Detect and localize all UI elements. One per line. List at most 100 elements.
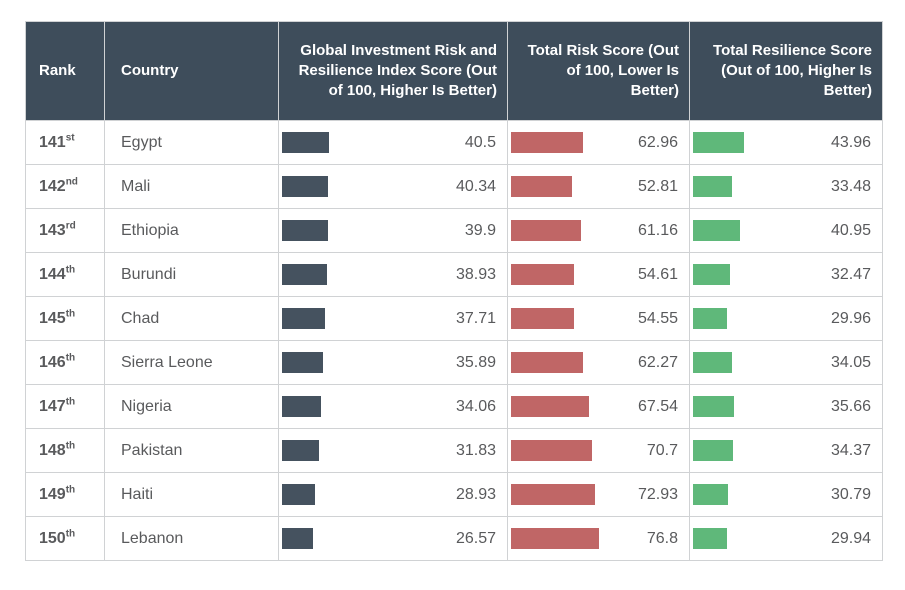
- resilience-score-value: 32.47: [830, 265, 871, 283]
- risk-score-wrap: 54.55: [509, 298, 688, 339]
- resilience-score-value: 40.95: [830, 221, 871, 239]
- country-cell: Nigeria: [104, 384, 279, 429]
- table-row: 142nd Mali 40.34 52.81 33.48: [25, 164, 883, 209]
- country-cell: Lebanon: [104, 516, 279, 561]
- resilience-score-cell: 29.94: [689, 516, 883, 561]
- table-row: 144th Burundi 38.93 54.61 32.47: [25, 252, 883, 297]
- index-score-wrap: 40.5: [280, 122, 506, 163]
- index-score-bar: [282, 176, 328, 197]
- rank-number: 147: [39, 397, 66, 415]
- resilience-score-bar: [693, 440, 733, 461]
- rank-number: 142: [39, 177, 66, 195]
- risk-score-value: 62.27: [637, 353, 678, 371]
- rank-cell: 145th: [25, 296, 105, 341]
- risk-score-value: 62.96: [637, 133, 678, 151]
- risk-score-cell: 76.8: [507, 516, 690, 561]
- rank-number: 149: [39, 485, 66, 503]
- risk-score-value: 52.81: [637, 177, 678, 195]
- index-score-bar: [282, 220, 328, 241]
- rank-number: 143: [39, 221, 66, 239]
- index-score-cell: 40.34: [278, 164, 508, 209]
- risk-score-value: 67.54: [637, 397, 678, 415]
- index-score-bar: [282, 528, 313, 549]
- resilience-score-bar: [693, 176, 732, 197]
- risk-score-cell: 70.7: [507, 428, 690, 473]
- rank-ordinal-suffix: rd: [65, 220, 76, 232]
- rank-ordinal-suffix: th: [65, 440, 76, 452]
- risk-score-cell: 67.54: [507, 384, 690, 429]
- resilience-score-value: 43.96: [830, 133, 871, 151]
- rank-ordinal-suffix: th: [65, 264, 76, 276]
- rank-cell: 143rd: [25, 208, 105, 253]
- resilience-score-cell: 30.79: [689, 472, 883, 517]
- rank-ordinal-suffix: st: [65, 132, 75, 144]
- table-body: 141st Egypt 40.5 62.96 43.96 142nd Mali 40.34 52…: [25, 120, 883, 561]
- risk-score-value: 72.93: [637, 485, 678, 503]
- index-score-wrap: 26.57: [280, 518, 506, 559]
- risk-score-cell: 72.93: [507, 472, 690, 517]
- resilience-score-wrap: 35.66: [691, 386, 881, 427]
- rank-cell: 141st: [25, 120, 105, 165]
- index-score-value: 34.06: [455, 397, 496, 415]
- index-score-cell: 35.89: [278, 340, 508, 385]
- risk-score-bar: [511, 396, 589, 417]
- rank-number: 150: [39, 529, 66, 547]
- rank-number: 145: [39, 309, 66, 327]
- risk-score-cell: 62.27: [507, 340, 690, 385]
- index-score-bar: [282, 264, 327, 285]
- rank-cell: 148th: [25, 428, 105, 473]
- risk-score-wrap: 52.81: [509, 166, 688, 207]
- index-score-wrap: 28.93: [280, 474, 506, 515]
- index-score-wrap: 35.89: [280, 342, 506, 383]
- resilience-score-cell: 33.48: [689, 164, 883, 209]
- rank-ordinal-suffix: th: [65, 352, 76, 364]
- risk-score-wrap: 76.8: [509, 518, 688, 559]
- index-score-value: 35.89: [455, 353, 496, 371]
- risk-resilience-table: Rank Country Global Investment Risk and Re…: [25, 21, 883, 561]
- index-score-cell: 37.71: [278, 296, 508, 341]
- risk-score-wrap: 54.61: [509, 254, 688, 295]
- index-score-value: 26.57: [455, 529, 496, 547]
- table-row: 150th Lebanon 26.57 76.8 29.94: [25, 516, 883, 561]
- index-score-value: 40.5: [464, 133, 496, 151]
- risk-score-cell: 54.61: [507, 252, 690, 297]
- index-score-value: 31.83: [455, 441, 496, 459]
- resilience-score-wrap: 32.47: [691, 254, 881, 295]
- index-score-cell: 39.9: [278, 208, 508, 253]
- resilience-score-cell: 40.95: [689, 208, 883, 253]
- resilience-score-value: 30.79: [830, 485, 871, 503]
- index-score-wrap: 31.83: [280, 430, 506, 471]
- rank-number: 148: [39, 441, 66, 459]
- country-cell: Pakistan: [104, 428, 279, 473]
- index-score-cell: 31.83: [278, 428, 508, 473]
- risk-score-wrap: 62.96: [509, 122, 688, 163]
- index-score-bar: [282, 132, 329, 153]
- index-score-cell: 28.93: [278, 472, 508, 517]
- resilience-score-bar: [693, 352, 732, 373]
- risk-score-wrap: 72.93: [509, 474, 688, 515]
- header-row: Rank Country Global Investment Risk and Re…: [25, 21, 883, 121]
- column-header-2: Global Investment Risk and Resilience In…: [278, 21, 508, 121]
- risk-score-cell: 52.81: [507, 164, 690, 209]
- index-score-bar: [282, 352, 323, 373]
- index-score-cell: 26.57: [278, 516, 508, 561]
- rank-ordinal-suffix: th: [65, 484, 76, 496]
- risk-score-cell: 61.16: [507, 208, 690, 253]
- resilience-score-wrap: 34.37: [691, 430, 881, 471]
- resilience-score-wrap: 33.48: [691, 166, 881, 207]
- resilience-score-bar: [693, 528, 727, 549]
- table-row: 141st Egypt 40.5 62.96 43.96: [25, 120, 883, 165]
- resilience-score-wrap: 29.96: [691, 298, 881, 339]
- resilience-score-cell: 34.37: [689, 428, 883, 473]
- index-score-wrap: 38.93: [280, 254, 506, 295]
- country-cell: Egypt: [104, 120, 279, 165]
- index-score-value: 38.93: [455, 265, 496, 283]
- index-score-value: 37.71: [455, 309, 496, 327]
- risk-score-wrap: 62.27: [509, 342, 688, 383]
- resilience-score-wrap: 40.95: [691, 210, 881, 251]
- country-cell: Burundi: [104, 252, 279, 297]
- risk-score-value: 54.55: [637, 309, 678, 327]
- index-score-cell: 40.5: [278, 120, 508, 165]
- rank-cell: 149th: [25, 472, 105, 517]
- resilience-score-value: 33.48: [830, 177, 871, 195]
